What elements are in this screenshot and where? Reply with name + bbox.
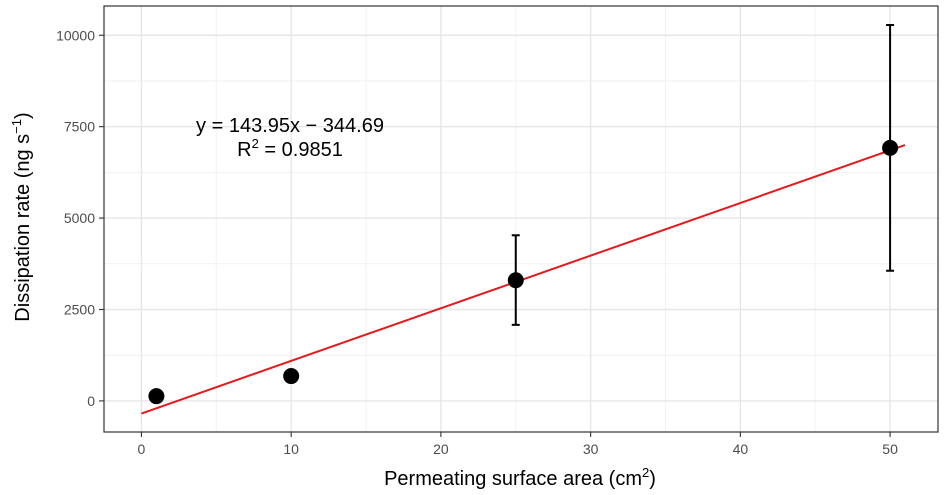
y-tick-label: 7500: [64, 119, 95, 135]
x-axis-title: Permeating surface area (cm2): [384, 465, 656, 490]
data-point: [148, 388, 165, 405]
x-tick-label: 50: [882, 441, 898, 457]
r-squared-exponent: 2: [252, 136, 259, 151]
x-axis-title-exponent: 2: [642, 465, 649, 480]
data-point: [283, 368, 300, 385]
x-axis-title-text: Permeating surface area (cm: [384, 468, 642, 490]
tick-layer: 0 10 20 30 40 50 0 2500 5000 7500 10000: [56, 27, 898, 457]
data-point: [507, 272, 524, 289]
y-axis-title: Dissipation rate (ng s−1): [9, 112, 34, 321]
y-axis-title-text: Dissipation rate (ng s: [12, 134, 34, 322]
r-squared-value: = 0.9851: [259, 139, 343, 161]
grid-layer: [104, 6, 938, 432]
y-tick-label: 10000: [56, 27, 95, 43]
y-tick-label: 0: [87, 393, 95, 409]
y-tick-label: 2500: [64, 302, 95, 318]
x-axis-title-close: ): [649, 468, 656, 490]
y-axis-title-exponent: −1: [9, 119, 24, 134]
x-tick-label: 20: [433, 441, 449, 457]
r-squared-prefix: R: [237, 139, 251, 161]
x-tick-label: 0: [138, 441, 146, 457]
x-tick-label: 40: [733, 441, 749, 457]
equation-label: y = 143.95x − 344.69: [196, 115, 384, 137]
r-squared-label: R2 = 0.9851: [237, 136, 343, 161]
x-tick-label: 10: [283, 441, 299, 457]
y-tick-label: 5000: [64, 210, 95, 226]
x-tick-label: 30: [583, 441, 599, 457]
point-layer: [148, 139, 899, 405]
panel-border: [103, 5, 939, 433]
y-axis-title-close: ): [12, 112, 34, 119]
data-point: [882, 139, 899, 156]
